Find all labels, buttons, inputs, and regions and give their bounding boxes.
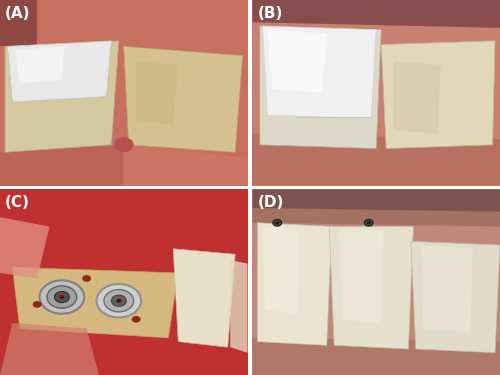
Polygon shape <box>252 189 500 211</box>
Polygon shape <box>394 61 440 134</box>
Circle shape <box>132 316 140 322</box>
Polygon shape <box>252 0 500 186</box>
Polygon shape <box>0 189 248 375</box>
Ellipse shape <box>114 137 134 152</box>
Polygon shape <box>230 260 248 353</box>
Text: (B): (B) <box>258 6 283 21</box>
Polygon shape <box>411 242 500 353</box>
Circle shape <box>273 219 281 226</box>
Text: (D): (D) <box>258 195 284 210</box>
Circle shape <box>47 286 76 308</box>
Polygon shape <box>0 0 248 186</box>
Polygon shape <box>421 245 473 332</box>
Circle shape <box>82 275 91 282</box>
Polygon shape <box>252 338 500 375</box>
Text: (C): (C) <box>5 195 30 210</box>
Polygon shape <box>0 0 37 46</box>
Circle shape <box>96 284 141 318</box>
Polygon shape <box>12 267 178 338</box>
Polygon shape <box>5 41 119 152</box>
Polygon shape <box>262 226 300 314</box>
Circle shape <box>275 221 279 224</box>
Polygon shape <box>0 217 50 279</box>
Polygon shape <box>262 26 376 119</box>
Polygon shape <box>0 323 99 375</box>
Circle shape <box>54 291 70 303</box>
Circle shape <box>60 295 64 299</box>
Circle shape <box>367 221 371 224</box>
Polygon shape <box>252 189 500 226</box>
Polygon shape <box>252 189 500 375</box>
Polygon shape <box>124 145 248 186</box>
Text: (A): (A) <box>5 6 30 21</box>
Polygon shape <box>260 26 381 148</box>
Circle shape <box>32 301 42 308</box>
Polygon shape <box>329 226 413 349</box>
Circle shape <box>104 290 134 312</box>
Polygon shape <box>252 0 500 28</box>
Polygon shape <box>124 46 242 152</box>
Circle shape <box>112 295 126 306</box>
Polygon shape <box>8 41 112 102</box>
Polygon shape <box>136 61 178 124</box>
Polygon shape <box>268 30 326 93</box>
Polygon shape <box>339 228 384 323</box>
Polygon shape <box>381 41 495 148</box>
Circle shape <box>116 299 121 303</box>
Circle shape <box>40 280 84 314</box>
Polygon shape <box>174 249 235 347</box>
Polygon shape <box>252 134 500 186</box>
Polygon shape <box>15 46 64 84</box>
Polygon shape <box>258 223 332 345</box>
Polygon shape <box>0 145 124 186</box>
Circle shape <box>364 219 374 226</box>
